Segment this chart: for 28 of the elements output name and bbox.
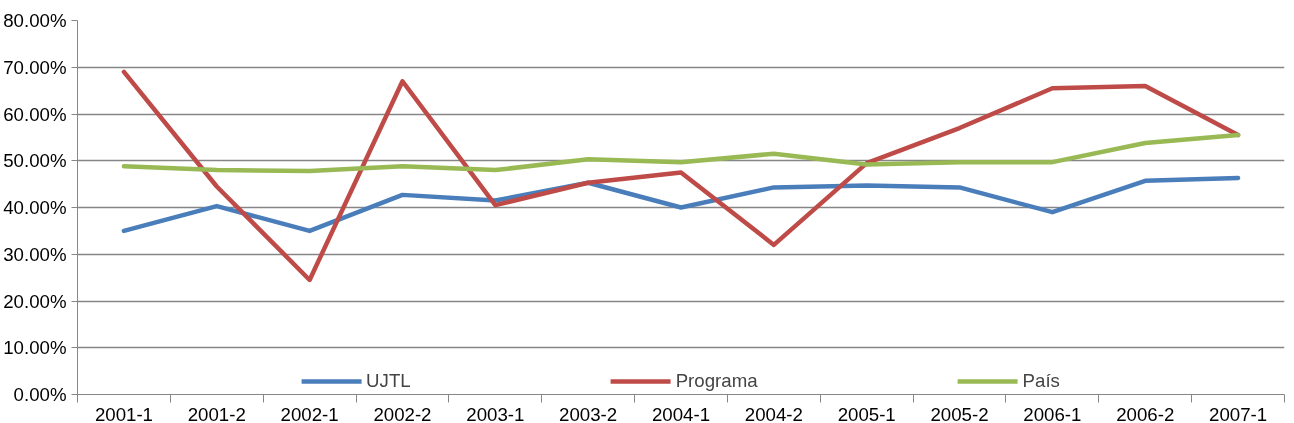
y-tick-label: 60.00%	[3, 103, 67, 125]
x-tick-label: 2005-1	[837, 403, 896, 423]
legend-label: Programa	[675, 370, 758, 392]
legend-label: UJTL	[366, 370, 411, 392]
x-tick-label: 2005-2	[930, 403, 989, 423]
line-series	[121, 69, 1241, 283]
legend-label: País	[1022, 370, 1060, 392]
x-tick-label: 2003-2	[559, 403, 618, 423]
x-tick-label: 2006-1	[1023, 403, 1082, 423]
y-tick-label: 20.00%	[3, 290, 67, 312]
line-series	[121, 132, 1241, 174]
y-tick-label: 80.00%	[3, 10, 67, 31]
y-tick-label: 30.00%	[3, 243, 67, 265]
x-tick-label: 2001-2	[187, 403, 246, 423]
x-tick-label: 2004-2	[744, 403, 803, 423]
x-tick-label: 2001-1	[94, 403, 153, 423]
x-tick-label: 2003-1	[466, 403, 525, 423]
y-tick-label: 70.00%	[3, 56, 67, 78]
line-series	[121, 175, 1241, 234]
x-tick-label: 2002-2	[373, 403, 432, 423]
y-tick-label: 50.00%	[3, 150, 67, 172]
x-tick-label: 2004-1	[651, 403, 711, 423]
y-tick-label: 10.00%	[3, 337, 67, 359]
y-tick-label: 0.00%	[13, 384, 67, 405]
y-tick-label: 40.00%	[3, 197, 67, 218]
x-tick-label: 2006-2	[1116, 403, 1175, 423]
x-tick-label: 2002-1	[280, 403, 339, 423]
x-tick-label: 2007-1	[1209, 403, 1268, 423]
